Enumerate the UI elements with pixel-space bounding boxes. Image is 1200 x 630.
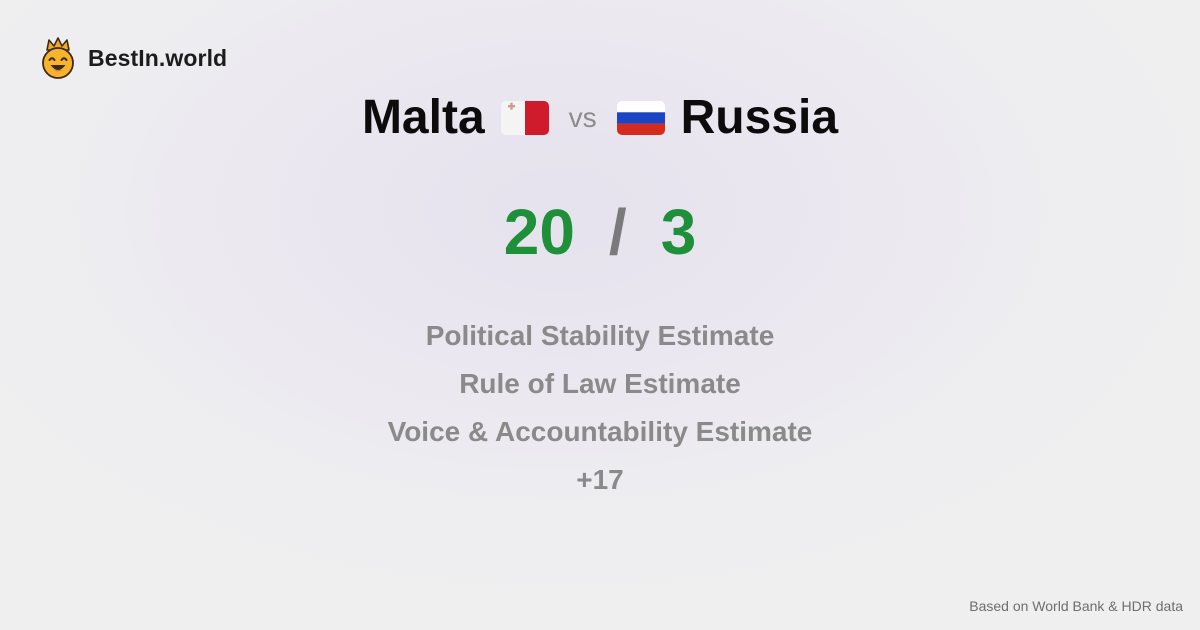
metric-item: Voice & Accountability Estimate — [387, 416, 813, 447]
brand[interactable]: BestIn.world — [38, 36, 227, 80]
crowned-smiley-icon — [42, 37, 74, 79]
right-country-name: Russia — [680, 91, 839, 144]
brand-name: BestIn.world — [88, 44, 228, 71]
metrics-list: Political Stability Estimate Rule of Law… — [0, 312, 1200, 504]
metric-item: Rule of Law Estimate — [459, 368, 741, 399]
comparison-title: Malta vs Russia — [0, 88, 1200, 148]
right-score: 3 — [660, 196, 697, 268]
score: 20 / 3 — [0, 196, 1200, 268]
malta-flag-icon — [500, 101, 549, 135]
data-source-note: Based on World Bank & HDR data — [969, 598, 1183, 614]
more-metrics-count: +17 — [576, 464, 624, 495]
left-score: 20 — [503, 196, 575, 268]
left-country-name: Malta — [361, 91, 485, 144]
score-separator: / — [608, 196, 627, 268]
russia-flag-icon — [616, 101, 665, 135]
vs-label: vs — [568, 102, 597, 133]
metric-item: Political Stability Estimate — [425, 320, 775, 351]
